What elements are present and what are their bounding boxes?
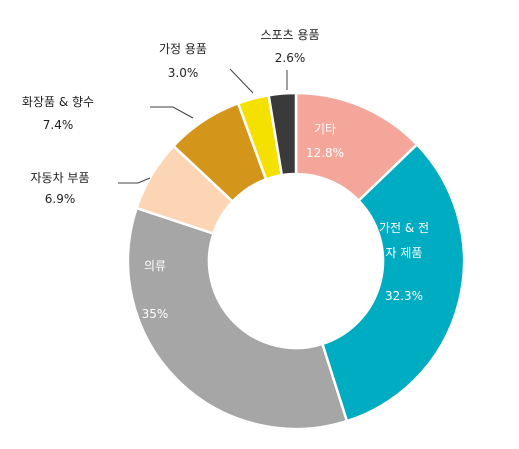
slice-2 [126, 206, 349, 431]
slice-1 [320, 142, 466, 423]
slice-value-4: 7.4% [43, 118, 74, 132]
leader-line-5 [229, 68, 254, 94]
slice-label-5: 가정 용품 [159, 42, 207, 56]
leader-lines-group [118, 68, 288, 184]
slices-group [126, 91, 466, 431]
slice-value-2: 35% [142, 307, 169, 321]
leader-line-4 [150, 106, 194, 119]
slice-value-1: 32.3% [385, 289, 423, 303]
slice-6 [267, 91, 298, 177]
slice-value-3: 6.9% [45, 192, 76, 206]
slice-label-1-line-1: 자 제품 [386, 246, 423, 260]
slice-label-0: 기타 [314, 122, 336, 136]
slice-value-0: 12.8% [306, 146, 344, 160]
slice-label-1-line-0: 가전 & 전 [379, 221, 429, 235]
slice-label-4: 화장품 & 향수 [22, 95, 94, 109]
slice-value-6: 2.6% [275, 51, 306, 65]
slice-label-6: 스포츠 용품 [260, 28, 319, 42]
labels-group: 기타 12.8% 가전 & 전자 제품 32.3% 의류 35% 자동차 부품 6.9% 화장품… [22, 28, 429, 321]
slice-value-5: 3.0% [168, 66, 199, 80]
leader-line-3 [118, 177, 151, 184]
slice-label-2: 의류 [144, 259, 166, 273]
slice-label-3: 자동차 부품 [30, 171, 89, 185]
